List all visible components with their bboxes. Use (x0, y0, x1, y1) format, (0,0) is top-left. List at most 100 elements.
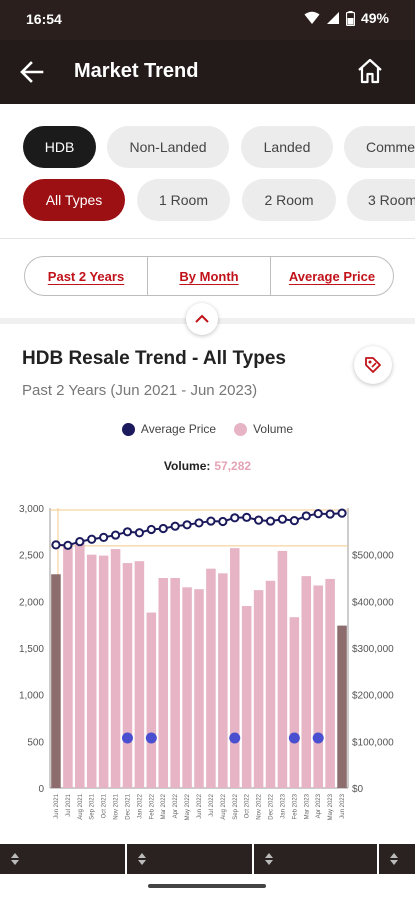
metric-filter[interactable]: Average Price (271, 257, 393, 295)
chip-hdb[interactable]: HDB (23, 126, 96, 168)
chip-non-landed[interactable]: Non-Landed (107, 126, 229, 168)
right-tick-label: $500,000 (352, 551, 394, 562)
room-type-chips: All Types 1 Room 2 Room 3 Room (0, 179, 415, 223)
volume-bar (98, 555, 109, 788)
sort-icon (390, 853, 398, 865)
price-point (194, 518, 204, 528)
chip-commercial[interactable]: Comme (344, 126, 415, 168)
volume-bar (337, 625, 347, 788)
price-point (206, 516, 216, 526)
x-tick-label: Jun 2022 (197, 793, 203, 818)
volume-bar (86, 554, 97, 788)
price-line (55, 512, 343, 547)
x-tick-label: Jan 2023 (280, 793, 286, 818)
right-tick-label: $200,000 (352, 691, 394, 702)
price-point (301, 511, 311, 521)
legend-item-volume[interactable]: Volume (234, 422, 293, 436)
home-gesture-pill[interactable] (148, 884, 266, 888)
x-tick-label: Oct 2021 (102, 793, 108, 818)
status-time: 16:54 (26, 11, 62, 27)
back-arrow-icon[interactable] (18, 58, 46, 86)
home-icon[interactable] (355, 56, 385, 86)
x-tick-label: Apr 2023 (316, 793, 322, 818)
table-column-1[interactable] (0, 844, 127, 874)
sort-icon (265, 853, 273, 865)
right-tick-label: $100,000 (352, 737, 394, 748)
volume-bar (325, 578, 335, 788)
left-tick-label: 1,000 (19, 691, 44, 702)
page-title: Market Trend (74, 60, 199, 82)
volume-bar (289, 617, 300, 788)
volume-bar (241, 606, 252, 788)
transaction-marker (145, 732, 157, 744)
chip-label: 2 Room (264, 192, 314, 208)
data-table-header (0, 844, 415, 874)
price-point (254, 515, 264, 525)
volume-bar (170, 578, 180, 788)
status-icons: 49% (304, 10, 389, 26)
chip-label: 1 Room (158, 192, 209, 208)
x-tick-label: Aug 2021 (78, 793, 84, 819)
x-tick-label: May 2022 (185, 793, 191, 820)
wifi-icon (304, 11, 320, 24)
chip-2-room[interactable]: 2 Room (242, 179, 336, 221)
volume-bar (63, 545, 73, 788)
volume-bar (313, 585, 323, 788)
table-column-3[interactable] (254, 844, 379, 874)
price-point (242, 512, 252, 522)
sort-icon (138, 853, 146, 865)
sort-icon (11, 853, 19, 865)
price-tag-icon (365, 357, 381, 373)
price-point (265, 516, 276, 526)
volume-bar (51, 574, 61, 788)
volume-summary: Volume: 57,282 (0, 459, 415, 473)
price-point (75, 537, 85, 547)
left-tick-label: 2,500 (19, 551, 44, 562)
volume-summary-value: 57,282 (214, 459, 252, 473)
grouping-filter[interactable]: By Month (148, 257, 271, 295)
price-point (277, 514, 288, 524)
chip-1-room[interactable]: 1 Room (137, 179, 230, 221)
x-tick-label: Dec 2021 (125, 793, 131, 819)
price-point (313, 509, 323, 519)
price-point (122, 527, 133, 537)
legend-swatch-volume (234, 422, 248, 436)
system-nav-bar (0, 874, 415, 900)
price-point (170, 521, 180, 531)
table-column-4[interactable] (379, 844, 415, 874)
volume-bar (206, 568, 216, 788)
table-column-2[interactable] (127, 844, 254, 874)
price-point (87, 534, 97, 544)
transaction-marker (121, 732, 133, 744)
chip-landed[interactable]: Landed (241, 126, 333, 168)
filter-bar: Past 2 Years By Month Average Price (24, 256, 394, 296)
transaction-marker (312, 732, 324, 744)
chevron-up-icon (195, 314, 209, 323)
volume-bar (277, 550, 288, 788)
price-point (158, 523, 168, 534)
collapse-button[interactable] (186, 303, 218, 335)
x-tick-label: Jul 2022 (209, 793, 215, 816)
x-tick-label: Jul 2021 (66, 793, 72, 816)
metric-filter-label: Average Price (288, 268, 376, 284)
x-tick-label: Aug 2022 (221, 793, 227, 819)
price-point (289, 516, 299, 526)
price-point (182, 520, 192, 530)
transaction-marker (288, 732, 300, 744)
x-tick-label: Jun 2023 (340, 793, 346, 818)
period-filter[interactable]: Past 2 Years (25, 257, 148, 295)
chart-title: HDB Resale Trend - All Types (22, 348, 286, 369)
divider (0, 238, 415, 239)
left-tick-label: 3,000 (19, 504, 44, 515)
volume-bar (229, 548, 240, 788)
chip-3-room[interactable]: 3 Room (347, 179, 415, 221)
chip-all-types[interactable]: All Types (23, 179, 125, 221)
app-bar: Market Trend (0, 40, 415, 104)
price-point (325, 509, 335, 519)
battery-level: 49% (360, 10, 389, 26)
chip-label: HDB (44, 139, 75, 155)
legend-item-price[interactable]: Average Price (121, 422, 216, 436)
x-tick-label: Sep 2022 (233, 793, 239, 819)
price-tag-button[interactable] (354, 346, 392, 384)
legend-label-volume: Volume (253, 422, 294, 436)
